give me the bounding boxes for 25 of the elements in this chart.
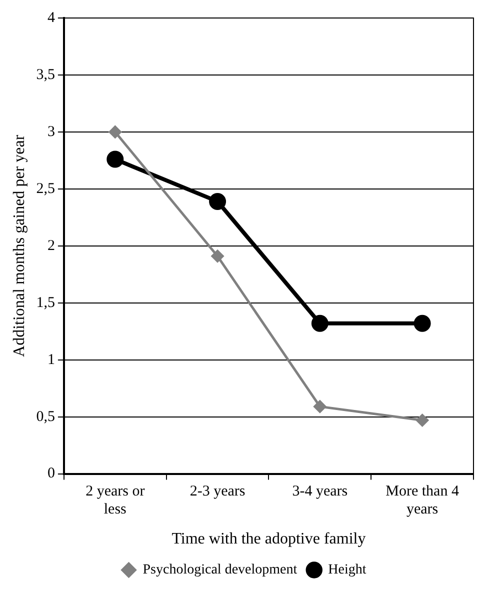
y-tick-label: 1	[47, 352, 55, 368]
y-tick-label: 2,5	[36, 180, 55, 197]
y-tick-label: 0	[47, 466, 55, 482]
x-axis-title: Time with the adoptive family	[172, 530, 366, 548]
point	[416, 414, 429, 426]
x-tick-label: 3-4 years	[292, 484, 348, 500]
point	[108, 126, 122, 138]
point	[106, 150, 124, 168]
point	[211, 250, 224, 262]
y-tick-label: 3	[47, 124, 55, 140]
x-tick-label: More than 4 years	[386, 484, 460, 518]
y-tick-label: 4	[47, 10, 56, 26]
point	[314, 400, 326, 413]
legend-label: Psychological development	[142, 562, 298, 578]
y-axis-title: Additional months gained per year	[10, 134, 28, 357]
y-tick-label: 1,5	[36, 294, 55, 311]
point	[311, 314, 328, 332]
x-tick-label: 2-3 years	[190, 484, 246, 500]
y-tick-label: 0,5	[36, 408, 55, 425]
x-tick-label: 2 years or less	[86, 484, 145, 518]
point	[414, 314, 431, 332]
y-tick-label: 2	[47, 238, 55, 254]
point	[209, 192, 226, 210]
legend-label: Height	[328, 562, 366, 578]
y-tick-label: 3,5	[36, 66, 55, 83]
